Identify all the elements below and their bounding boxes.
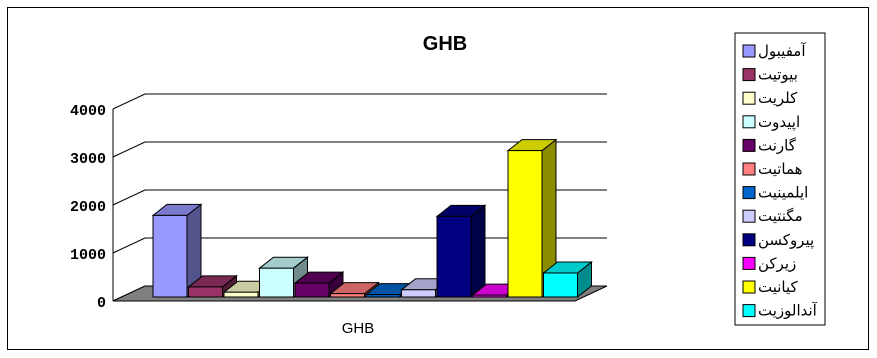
legend-label: کلريت	[758, 89, 798, 107]
bar-front	[188, 286, 223, 298]
legend-label: هماتيت	[758, 160, 803, 178]
legend-label: آمفيبول	[758, 42, 806, 60]
legend-label: بيوتيت	[758, 66, 798, 84]
bar-4	[258, 256, 309, 299]
y-tick-label: 2000	[70, 199, 106, 216]
bar-front	[223, 291, 259, 298]
legend-swatch	[742, 233, 756, 247]
legend-item: اپيدوت	[742, 113, 800, 132]
bars	[151, 138, 593, 299]
bar-front	[330, 293, 365, 298]
x-tick-label: GHB	[342, 320, 375, 337]
gridline-diagonal	[112, 93, 146, 110]
legend-item: کيانيت	[742, 278, 799, 296]
bar-9	[435, 204, 487, 299]
legend-item: زيرکن	[742, 254, 796, 272]
legend-swatch	[742, 280, 756, 294]
chart-title: GHB	[423, 33, 467, 55]
bar-1	[151, 203, 203, 299]
legend-item: کلريت	[742, 89, 798, 107]
y-tick-label: 4000	[70, 103, 106, 120]
bar-12	[542, 260, 593, 299]
legend-item: پيروکسن	[742, 231, 814, 250]
y-tick-label: 3000	[70, 151, 106, 168]
bar-front	[294, 282, 330, 298]
legend-swatch	[742, 68, 756, 82]
legend-label: ايلمينيت	[758, 184, 808, 202]
legend-item: آمفيبول	[742, 42, 806, 60]
legend-swatch	[742, 304, 756, 318]
legend-box	[734, 32, 826, 326]
y-axis-ticks: 0 1000 2000 3000 4000	[70, 103, 106, 312]
legend-swatch	[742, 256, 756, 270]
gridline-diagonal	[112, 141, 146, 158]
legend-label: آندالوزيت	[758, 302, 818, 320]
legend-swatch	[742, 91, 756, 105]
legend-item: هماتيت	[742, 160, 803, 178]
y-tick-label: 0	[97, 295, 106, 312]
bar-side	[470, 204, 486, 299]
bar-front	[436, 215, 472, 298]
legend-item: آندالوزيت	[742, 302, 818, 320]
bar-front	[472, 294, 507, 298]
bar-front	[259, 267, 294, 298]
legend-swatch	[742, 138, 756, 152]
bar-front	[543, 272, 578, 298]
legend-item: بيوتيت	[742, 66, 798, 84]
y-tick-label: 1000	[70, 247, 106, 264]
gridline-diagonal	[112, 237, 146, 254]
bar-5	[293, 271, 345, 299]
legend-swatch	[742, 209, 756, 223]
legend-label: اپيدوت	[758, 113, 800, 132]
legend-label: مگنتيت	[758, 207, 803, 225]
legend-label: کيانيت	[758, 278, 799, 296]
legend-label: گارنت	[758, 136, 797, 154]
bar-front	[152, 214, 188, 298]
legend-item: ايلمينيت	[742, 184, 808, 202]
legend-swatch	[742, 186, 756, 200]
legend-label: پيروکسن	[758, 231, 814, 250]
legend-label: زيرکن	[758, 254, 796, 272]
legend: آمفيبول بيوتيت کلريت اپيدوت گارنت هماتيت ايلمي…	[734, 32, 826, 326]
bar-front	[401, 289, 436, 298]
bar-front	[365, 294, 401, 298]
gridline-diagonal	[112, 189, 146, 206]
legend-item: گارنت	[742, 136, 797, 154]
legend-swatch	[742, 162, 756, 176]
legend-swatch	[742, 44, 756, 58]
bar-front	[507, 150, 543, 298]
legend-swatch	[742, 115, 756, 129]
legend-item: مگنتيت	[742, 207, 803, 225]
